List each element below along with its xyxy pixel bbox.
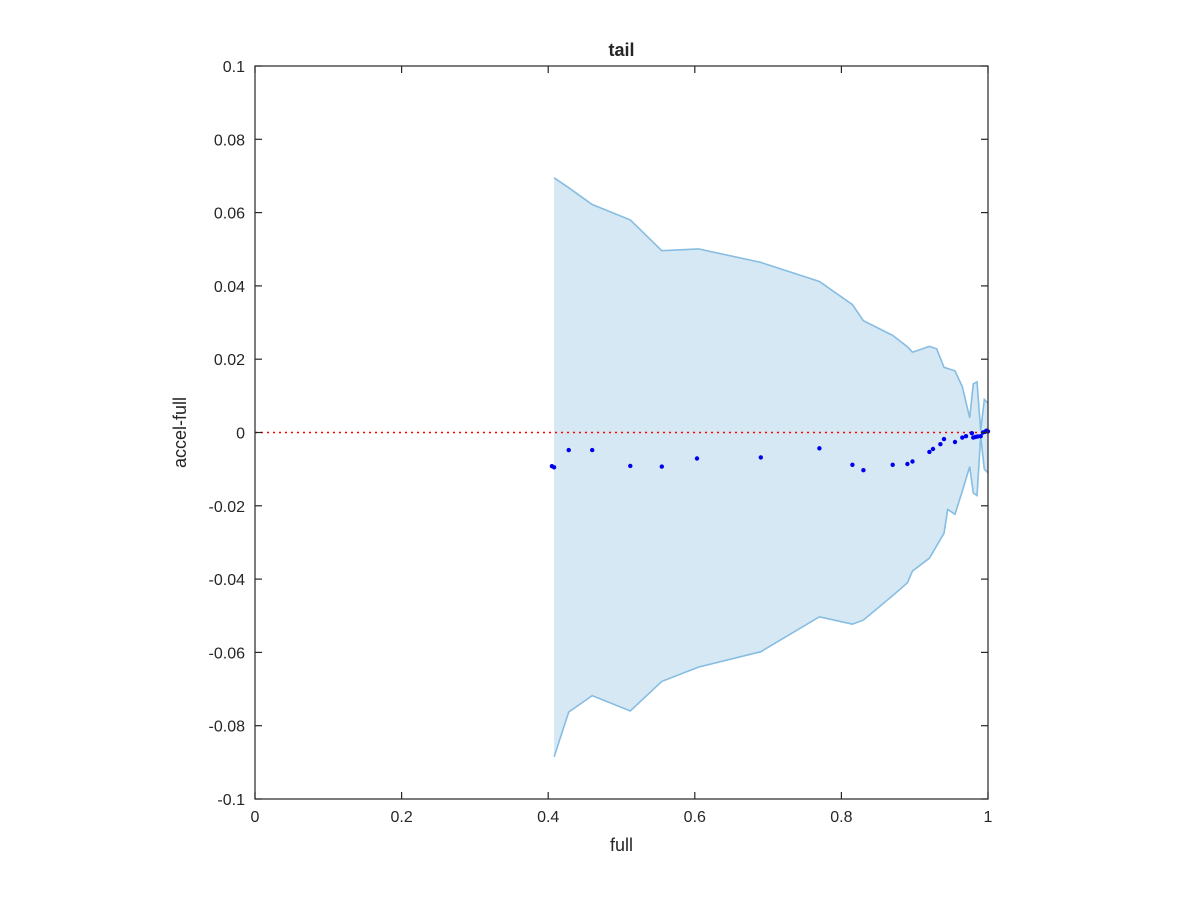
y-tick-label: -0.1 xyxy=(217,792,245,809)
x-tick-label: 0.6 xyxy=(684,809,706,826)
y-tick-label: 0.06 xyxy=(214,206,245,223)
y-tick-label: -0.04 xyxy=(209,572,246,589)
y-tick-label: -0.08 xyxy=(209,719,246,736)
x-tick-label: 0.2 xyxy=(390,809,412,826)
data-point xyxy=(963,434,969,439)
band-lower-edge xyxy=(553,436,989,758)
data-point xyxy=(952,439,958,445)
data-point xyxy=(890,462,895,467)
data-point xyxy=(930,446,936,452)
x-tick-label: 0 xyxy=(251,809,260,826)
x-tick-label: 1 xyxy=(984,809,993,826)
y-axis-label: accel-full xyxy=(170,397,190,468)
x-axis-ticks: 0 0.2 0.4 0.6 0.8 1 xyxy=(251,66,993,826)
data-point xyxy=(941,436,947,442)
band-fill xyxy=(554,177,988,757)
data-points-layer xyxy=(549,428,991,473)
data-point xyxy=(628,463,633,469)
chart-title: tail xyxy=(608,40,634,60)
data-point xyxy=(758,455,763,460)
x-axis-label: full xyxy=(610,835,633,855)
y-tick-label: 0 xyxy=(236,426,245,443)
y-tick-label: 0.1 xyxy=(223,59,245,76)
data-point xyxy=(817,446,822,451)
x-tick-label: 0.8 xyxy=(830,809,852,826)
data-point xyxy=(694,456,700,461)
data-point xyxy=(590,447,595,453)
data-point xyxy=(910,459,915,464)
y-tick-label: -0.02 xyxy=(209,499,246,516)
band-upper-edge xyxy=(553,177,989,431)
confidence-band-layer xyxy=(553,177,989,758)
data-point xyxy=(978,434,983,439)
data-point xyxy=(905,461,910,467)
data-point xyxy=(960,435,965,440)
data-point xyxy=(659,464,664,469)
data-point xyxy=(861,468,866,473)
x-tick-label: 0.4 xyxy=(537,809,559,826)
data-point xyxy=(938,442,943,447)
data-point xyxy=(927,449,932,455)
data-point xyxy=(566,447,571,453)
data-point xyxy=(969,431,975,436)
y-tick-label: 0.02 xyxy=(214,352,245,369)
data-point xyxy=(551,465,557,470)
y-tick-label: -0.06 xyxy=(209,645,246,662)
data-point xyxy=(850,462,855,467)
y-tick-label: 0.08 xyxy=(214,132,245,149)
y-tick-label: 0.04 xyxy=(214,279,245,296)
y-axis-ticks: 0.1 0.08 0.06 0.04 0.02 0 -0.02 -0.04 -0.06 -0.08… xyxy=(209,59,988,809)
